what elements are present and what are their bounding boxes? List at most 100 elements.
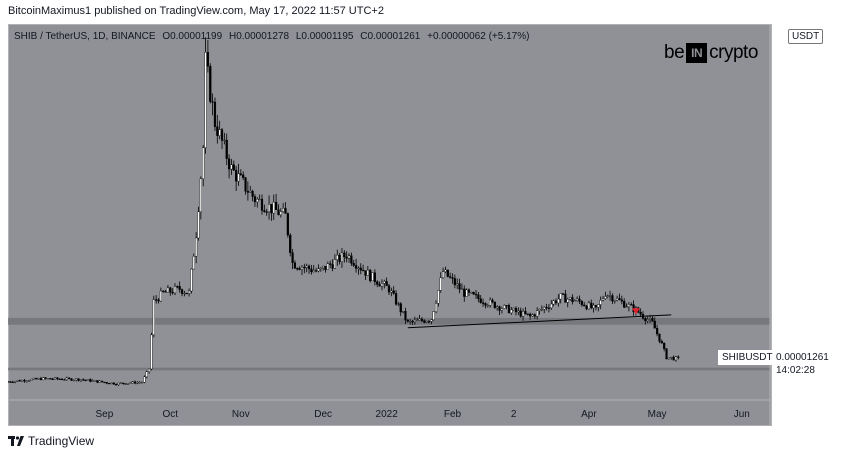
candle-body xyxy=(470,292,473,294)
candle-body xyxy=(275,202,278,210)
last-price: 0.00001261 xyxy=(776,352,829,363)
candle-body xyxy=(152,299,155,336)
candle-body xyxy=(312,270,315,273)
candle-body xyxy=(223,139,226,142)
candle-body xyxy=(477,294,480,299)
candle-body xyxy=(8,381,10,383)
candle-body xyxy=(540,308,543,311)
x-tick-label: 2 xyxy=(511,409,517,420)
candle-body xyxy=(307,265,311,270)
candle-body xyxy=(663,342,666,349)
candle-body xyxy=(467,289,471,293)
candle-body xyxy=(451,277,454,279)
candle-body xyxy=(576,298,579,301)
candle-body xyxy=(366,269,369,276)
candle-body xyxy=(444,269,447,272)
candle-body xyxy=(108,382,111,385)
candle-body xyxy=(594,305,598,308)
candle-body xyxy=(187,290,191,294)
x-tick-label: Dec xyxy=(314,409,332,420)
candle-body xyxy=(263,210,266,212)
candle-body xyxy=(115,384,118,386)
candle-body xyxy=(195,237,198,257)
candle-body xyxy=(300,266,304,270)
candle-body xyxy=(112,382,115,385)
candle-body xyxy=(352,263,355,266)
candle-body xyxy=(585,305,588,310)
candle-body xyxy=(514,307,518,313)
candle-body xyxy=(169,287,172,293)
candle-body xyxy=(573,300,576,302)
candle-body xyxy=(279,211,282,216)
candle-body xyxy=(564,293,567,303)
candle-body xyxy=(507,305,511,314)
candles xyxy=(8,37,680,386)
candle-body xyxy=(68,377,71,380)
candle-body xyxy=(364,270,367,276)
currency-button[interactable]: USDT xyxy=(788,29,824,44)
candle-body xyxy=(623,301,626,308)
candle-body xyxy=(265,211,268,213)
candle-body xyxy=(150,334,153,370)
candle-body xyxy=(486,305,489,307)
candle-body xyxy=(53,377,57,380)
candle-body xyxy=(192,256,195,270)
candle-body xyxy=(423,320,426,323)
candle-body xyxy=(498,306,501,311)
candle-body xyxy=(11,381,14,383)
candle-body xyxy=(51,378,54,380)
time-axis: Sep Oct Nov Dec 2022 Feb 2 Apr May Jun xyxy=(96,409,750,420)
tradingview-footer[interactable]: TradingView xyxy=(8,434,94,448)
chart-area[interactable] xyxy=(8,24,772,426)
price-chart[interactable]: 0.000010000.000020000.000030000.00004000… xyxy=(8,24,772,426)
beincrypto-logo: be IN crypto xyxy=(664,42,758,64)
candle-body xyxy=(155,299,158,301)
candle-body xyxy=(220,129,224,141)
candle-body xyxy=(493,301,496,309)
candle-body xyxy=(39,378,43,381)
candle-body xyxy=(583,304,586,307)
candle-body xyxy=(359,267,362,271)
candle-body xyxy=(672,356,675,361)
candle-body xyxy=(418,318,421,321)
x-tick-label: Oct xyxy=(162,409,178,420)
candle-body xyxy=(140,382,144,384)
candle-body xyxy=(627,304,630,307)
candle-body xyxy=(613,300,616,302)
candle-body xyxy=(16,380,19,382)
candle-body xyxy=(489,299,492,306)
candle-body xyxy=(82,379,85,381)
candle-body xyxy=(453,278,456,286)
candle-body xyxy=(227,158,231,170)
candle-body xyxy=(185,292,188,295)
candle-body xyxy=(371,272,374,281)
candle-body xyxy=(260,198,264,211)
candle-body xyxy=(136,382,139,384)
candle-body xyxy=(463,288,466,297)
candle-body xyxy=(484,303,487,306)
candle-body xyxy=(399,303,402,313)
candle-body xyxy=(129,382,132,384)
logo-box: IN xyxy=(686,43,708,63)
x-tick-label: Jun xyxy=(734,409,750,420)
candle-body xyxy=(216,126,219,136)
candle-body xyxy=(474,294,478,296)
candle-body xyxy=(21,380,24,382)
candle-body xyxy=(322,265,325,269)
candle-body xyxy=(237,173,240,182)
candle-body xyxy=(143,376,146,383)
candle-body xyxy=(413,319,416,322)
candle-body xyxy=(65,377,68,380)
candle-body xyxy=(340,252,344,263)
candle-body xyxy=(373,272,376,282)
red-arrow-down-marker xyxy=(631,308,640,315)
candle-body xyxy=(552,300,555,305)
candle-body xyxy=(557,298,560,304)
close-value: 0.00001261 xyxy=(367,31,421,42)
candle-body xyxy=(336,254,339,260)
candle-body xyxy=(256,199,259,203)
bar-countdown: 14:02:28 xyxy=(776,365,815,376)
candle-body xyxy=(578,298,581,302)
candle-body xyxy=(376,281,379,285)
symbol-legend: SHIB / TetherUS, 1D, BINANCE O0.00001199… xyxy=(14,31,529,42)
